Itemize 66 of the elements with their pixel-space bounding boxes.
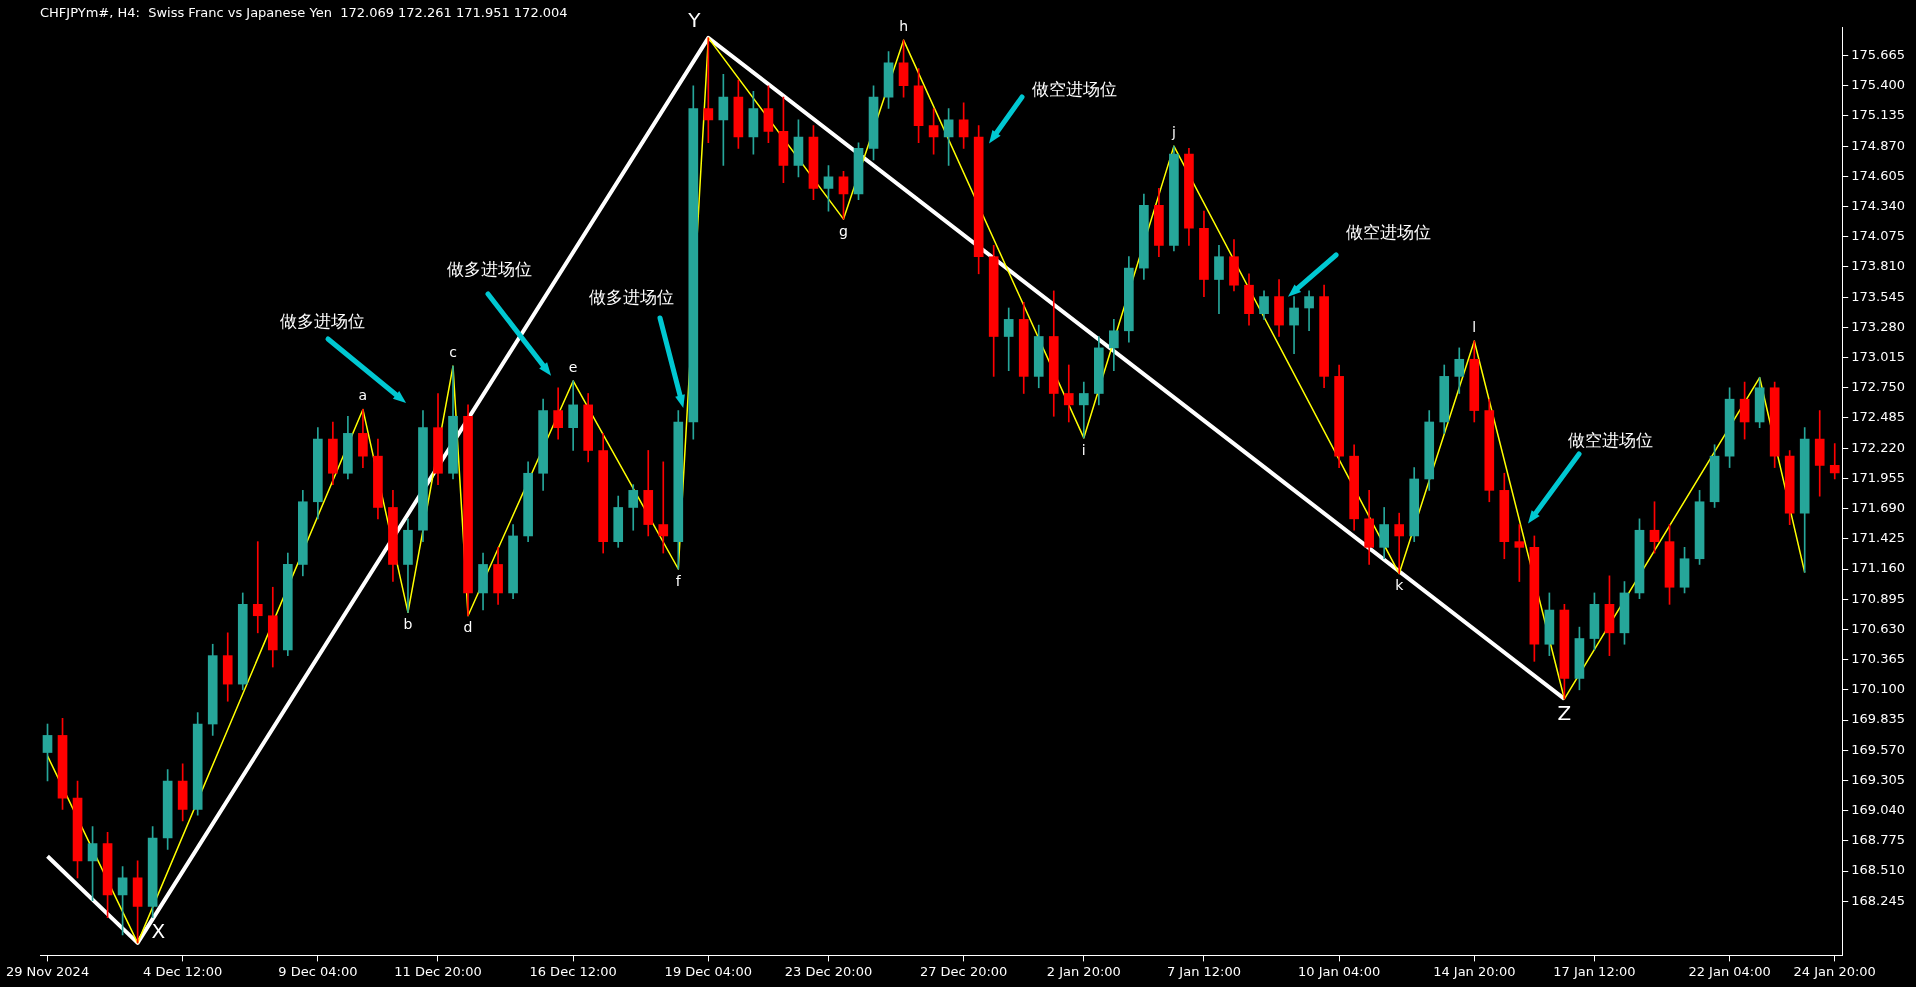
x-tick-label: 29 Nov 2024 xyxy=(5,963,90,979)
y-tick-label: 170.895 xyxy=(1851,590,1906,606)
y-tick-label: 168.510 xyxy=(1851,862,1906,878)
annotation: 做多进场位 xyxy=(279,311,365,332)
data-label: a xyxy=(358,387,368,404)
annotation: 做空进场位 xyxy=(1568,429,1654,450)
y-tick-label: 172.220 xyxy=(1851,439,1906,455)
y-tick-label: 169.835 xyxy=(1851,711,1906,727)
x-tick-label: 2 Jan 20:00 xyxy=(1046,963,1121,979)
y-tick-label: 172.485 xyxy=(1851,409,1906,425)
x-tick-label: 9 Dec 04:00 xyxy=(278,963,358,979)
y-tick-label: 175.665 xyxy=(1851,46,1906,62)
y-tick-label: 175.135 xyxy=(1851,107,1906,123)
y-tick-label: 168.245 xyxy=(1851,892,1906,908)
y-tick-label: 173.545 xyxy=(1851,288,1906,304)
y-tick-label: 169.305 xyxy=(1851,771,1906,787)
x-tick-label: 24 Jan 20:00 xyxy=(1793,963,1876,979)
y-tick-label: 174.075 xyxy=(1851,228,1906,244)
y-tick-label: 174.340 xyxy=(1851,197,1906,213)
data-label: Y xyxy=(687,8,702,33)
x-tick-label: 22 Jan 04:00 xyxy=(1688,963,1771,979)
x-tick-label: 23 Dec 20:00 xyxy=(784,963,873,979)
chart-title: CHFJPYm#, H4: Swiss Franc vs Japanese Yen 172.069 172.261 171.951 172.004 xyxy=(40,5,568,21)
y-tick-label: 169.040 xyxy=(1851,802,1906,818)
x-tick-label: 11 Dec 20:00 xyxy=(394,963,482,979)
y-tick-label: 169.570 xyxy=(1851,741,1906,757)
y-tick-label: 174.870 xyxy=(1851,137,1906,153)
data-label: i xyxy=(1081,441,1086,458)
y-tick-label: 173.810 xyxy=(1851,258,1906,274)
data-label: e xyxy=(568,358,578,375)
y-tick-label: 170.630 xyxy=(1851,620,1906,636)
x-tick-label: 19 Dec 04:00 xyxy=(664,963,753,979)
data-label: Z xyxy=(1557,701,1572,726)
y-tick-label: 171.690 xyxy=(1851,499,1906,515)
y-tick-label: 172.750 xyxy=(1851,379,1906,395)
y-tick-label: 168.775 xyxy=(1851,832,1906,848)
data-label: l xyxy=(1472,318,1477,335)
data-label: d xyxy=(463,619,473,636)
annotation: 做多进场位 xyxy=(446,259,532,280)
data-label: g xyxy=(839,222,848,239)
x-tick-label: 10 Jan 04:00 xyxy=(1297,963,1381,979)
data-label: c xyxy=(449,343,457,360)
annotation: 做多进场位 xyxy=(589,286,675,307)
x-tick-label: 4 Dec 12:00 xyxy=(143,963,223,979)
data-label: k xyxy=(1395,577,1405,594)
x-tick-label: 7 Jan 12:00 xyxy=(1166,963,1241,979)
data-label: h xyxy=(899,17,909,34)
x-tick-label: 14 Jan 20:00 xyxy=(1433,963,1516,979)
y-tick-label: 170.365 xyxy=(1851,651,1906,666)
y-tick-label: 171.160 xyxy=(1851,560,1906,576)
annotation: 做空进场位 xyxy=(1032,79,1118,100)
data-label: f xyxy=(675,572,682,589)
x-tick-label: 27 Dec 20:00 xyxy=(919,963,1008,979)
y-tick-label: 175.400 xyxy=(1851,77,1906,93)
y-tick-label: 173.280 xyxy=(1851,318,1906,334)
x-tick-label: 17 Jan 12:00 xyxy=(1553,963,1636,979)
y-tick-label: 174.605 xyxy=(1851,167,1906,183)
y-tick-label: 170.100 xyxy=(1851,681,1906,697)
y-tick-label: 173.015 xyxy=(1851,348,1906,364)
y-tick-label: 171.425 xyxy=(1851,530,1906,546)
x-tick-label: 16 Dec 12:00 xyxy=(529,963,617,979)
data-label: j xyxy=(1170,123,1176,140)
data-label: b xyxy=(403,615,413,632)
data-label: X xyxy=(151,919,166,944)
y-tick-label: 171.955 xyxy=(1851,469,1906,485)
annotation: 做空进场位 xyxy=(1346,221,1432,242)
